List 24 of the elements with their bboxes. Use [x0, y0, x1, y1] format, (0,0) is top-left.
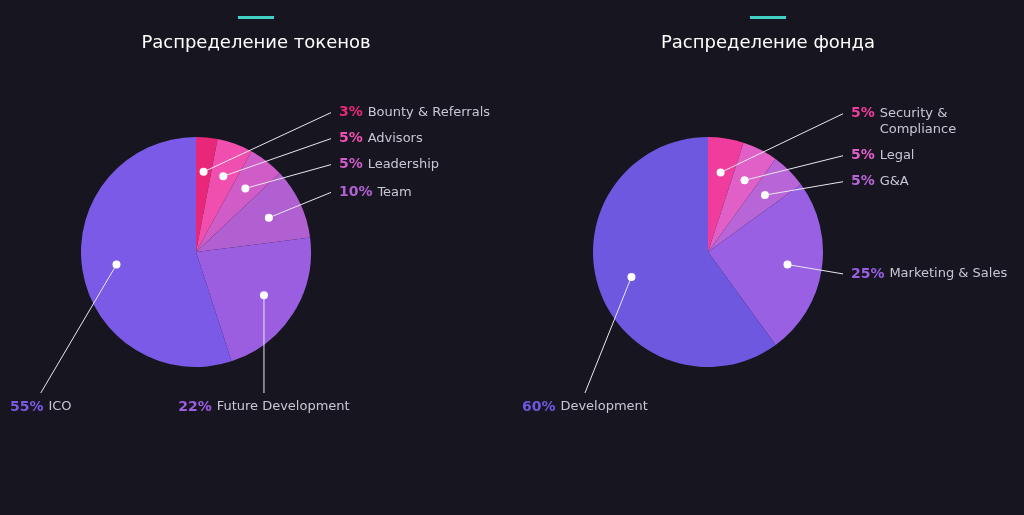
slice-label: Marketing & Sales	[889, 265, 1008, 281]
data-label: 60%	[522, 397, 556, 414]
data-label: 55%	[10, 397, 44, 414]
slice-label: Legal	[879, 147, 915, 163]
slice-label: Leadership	[367, 156, 440, 171]
chart-title: Распределение фонда	[660, 31, 876, 52]
slice-label: Bounty & Referrals	[367, 104, 491, 119]
slice-label: Advisors	[367, 130, 423, 145]
data-label: 22%	[178, 397, 212, 414]
data-label: 10%	[339, 183, 373, 200]
data-label: 5%	[339, 129, 363, 146]
slice-label: Security & Compliance	[879, 105, 957, 137]
data-label: 3%	[339, 103, 363, 120]
slice-label: G&A	[879, 173, 909, 189]
slice-label: Team	[376, 183, 412, 199]
slice-label: Development	[560, 398, 648, 414]
data-label: 5%	[851, 172, 875, 189]
data-label: 25%	[851, 264, 885, 281]
data-label: 5%	[851, 146, 875, 163]
data-label: 5%	[339, 155, 363, 172]
slice-label: Future Development	[216, 398, 350, 414]
slice-label: ICO	[48, 398, 72, 414]
data-label: 5%	[851, 104, 875, 121]
chart-title: Распределение токенов	[141, 31, 371, 52]
